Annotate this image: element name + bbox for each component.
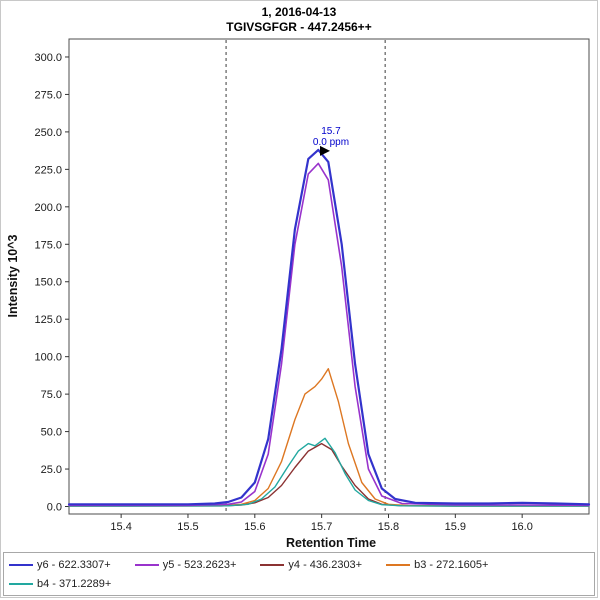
y-tick-label: 100.0 [34,352,62,364]
y-tick-label: 75.0 [41,389,62,401]
x-axis-label: Retention Time [286,536,376,550]
x-tick-label: 15.5 [177,521,198,533]
x-tick-label: 15.4 [110,521,131,533]
peak-rt-annotation: 15.7 [321,126,341,137]
legend-swatch-y5 [134,563,159,566]
legend-label: y5 - 523.2623+ [162,558,237,571]
y-tick-label: 0.0 [47,502,62,514]
legend-item-b3[interactable]: b3 - 272.1605+ [386,555,488,574]
legend-item-b4[interactable]: b4 - 371.2289+ [9,574,111,593]
peak-ppm-annotation: 0.0 ppm [313,137,349,148]
series-y5[interactable] [68,162,590,507]
plot-area[interactable] [68,38,590,515]
peak-apex-marker [320,145,330,156]
chart-title-peptide: TGIVSGFGR - 447.2456++ [226,20,372,34]
y-tick-label: 275.0 [34,89,62,101]
legend-label: y6 - 622.3307+ [37,558,111,571]
y-tick-label: 150.0 [34,277,62,289]
legend-swatch-y6 [9,563,33,566]
x-tick-label: 15.8 [378,521,399,533]
legend-label: y4 - 436.2303+ [288,558,363,571]
legend: y6 - 622.3307+ y5 - 523.2623+ y4 - 436.230… [3,552,595,596]
legend-swatch-y4 [260,563,285,566]
legend-label: b3 - 272.1605+ [414,558,489,571]
x-tick-label: 16.0 [511,521,532,533]
chromatogram-plot[interactable]: 0.0 25.0 50.0 75.0 100.0 125.0 150.0 175.0 200.0… [1,36,600,550]
y-tick-label: 300.0 [34,52,62,64]
legend-item-y6[interactable]: y6 - 622.3307+ [9,555,111,574]
x-tick-label: 15.7 [311,521,332,533]
y-tick-label: 250.0 [34,127,62,139]
y-tick-label: 225.0 [34,164,62,176]
x-tick-label: 15.6 [244,521,265,533]
y-axis-label: Intensity 10^3 [6,234,20,317]
series-b4[interactable] [68,437,590,507]
legend-item-y5[interactable]: y5 - 523.2623+ [134,555,237,574]
chart-titles: 1, 2016-04-13 TGIVSGFGR - 447.2456++ [1,1,597,36]
legend-item-y4[interactable]: y4 - 436.2303+ [260,555,362,574]
legend-swatch-b4 [9,582,33,585]
series-y6[interactable] [67,148,591,506]
y-tick-label: 175.0 [34,239,62,251]
x-tick-label: 15.9 [445,521,466,533]
y-tick-label: 125.0 [34,314,62,326]
y-tick-label: 50.0 [41,427,62,439]
chart-title-replicate: 1, 2016-04-13 [261,5,337,19]
legend-label: b4 - 371.2289+ [37,577,112,590]
y-tick-label: 200.0 [34,202,62,214]
y-tick-label: 25.0 [41,464,62,476]
legend-swatch-b3 [386,563,411,566]
